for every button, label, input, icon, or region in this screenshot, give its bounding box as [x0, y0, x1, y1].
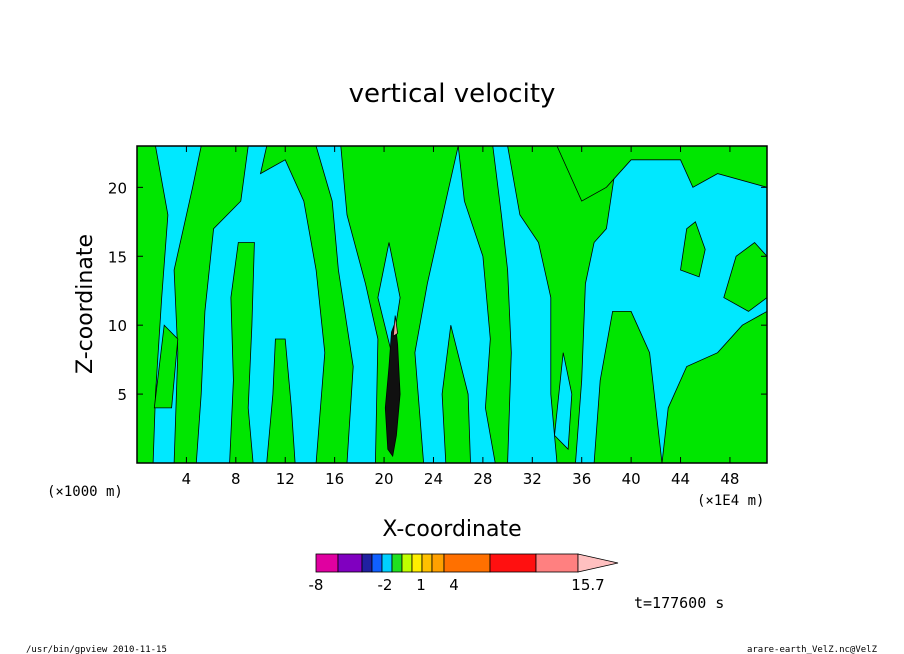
contour-region — [153, 324, 179, 409]
x-tick-label: 4 — [182, 470, 192, 488]
x-unit-right-label: (×1E4 m) — [697, 493, 764, 509]
plot-frame — [136, 145, 768, 464]
contour-region — [554, 352, 573, 451]
colorbar-box — [443, 553, 491, 573]
colorbar-box — [421, 553, 433, 573]
x-tick-label: 32 — [523, 470, 542, 488]
x-tick-label: 12 — [276, 470, 295, 488]
contour-region — [680, 221, 706, 278]
colorbar-labels: -8 -2 1 4 15.7 — [309, 576, 605, 594]
x-tick-label: 36 — [572, 470, 591, 488]
y-axis-label: Z-coordinate — [73, 234, 98, 374]
colorbar-box — [431, 553, 445, 573]
colorbar-label: -8 — [309, 576, 324, 594]
y-axis-ticks: 5 10 15 20 — [108, 179, 767, 404]
x-tick-label: 44 — [671, 470, 690, 488]
contour-core-tip — [392, 315, 399, 337]
colorbar-label: -2 — [378, 576, 393, 594]
colorbar-box — [401, 553, 413, 573]
contour-region — [173, 145, 249, 464]
colorbar-box — [315, 553, 339, 573]
colorbar-box — [535, 553, 579, 573]
y-tick-label: 20 — [108, 179, 127, 197]
colorbar-box — [361, 553, 373, 573]
colorbar-boxes — [315, 553, 619, 573]
x-unit-left-label: (×1000 m) — [47, 484, 123, 500]
colorbar-extend-arrow — [577, 553, 619, 573]
y-tick-label: 15 — [108, 248, 127, 266]
x-axis-label: X-coordinate — [382, 517, 521, 542]
colorbar-label: 1 — [416, 576, 426, 594]
colorbar-box — [381, 553, 393, 573]
colorbar-label: 15.7 — [571, 576, 604, 594]
colorbar-box — [489, 553, 537, 573]
colorbar-box — [337, 553, 363, 573]
x-tick-label: 40 — [622, 470, 641, 488]
x-tick-label: 16 — [325, 470, 344, 488]
contour-region — [229, 242, 255, 464]
colorbar-box — [371, 553, 383, 573]
chart-title: vertical velocity — [349, 79, 556, 109]
y-tick-label: 10 — [108, 317, 127, 335]
footer-right-text: arare-earth_VelZ.nc@VelZ — [747, 645, 878, 654]
footer-left-text: /usr/bin/gpview 2010-11-15 — [26, 645, 167, 654]
x-tick-label: 20 — [375, 470, 394, 488]
colorbar: -8 -2 1 4 15.7 — [309, 553, 619, 594]
x-tick-label: 28 — [473, 470, 492, 488]
colorbar-box — [391, 553, 403, 573]
colorbar-label: 4 — [449, 576, 459, 594]
x-tick-label: 48 — [720, 470, 739, 488]
x-tick-label: 8 — [231, 470, 241, 488]
y-tick-label: 5 — [117, 386, 127, 404]
x-tick-label: 24 — [424, 470, 443, 488]
x-axis-ticks: 4 8 12 16 20 24 28 32 36 40 44 48 — [182, 146, 739, 488]
time-label: t=177600 s — [634, 594, 724, 612]
colorbar-box — [411, 553, 423, 573]
